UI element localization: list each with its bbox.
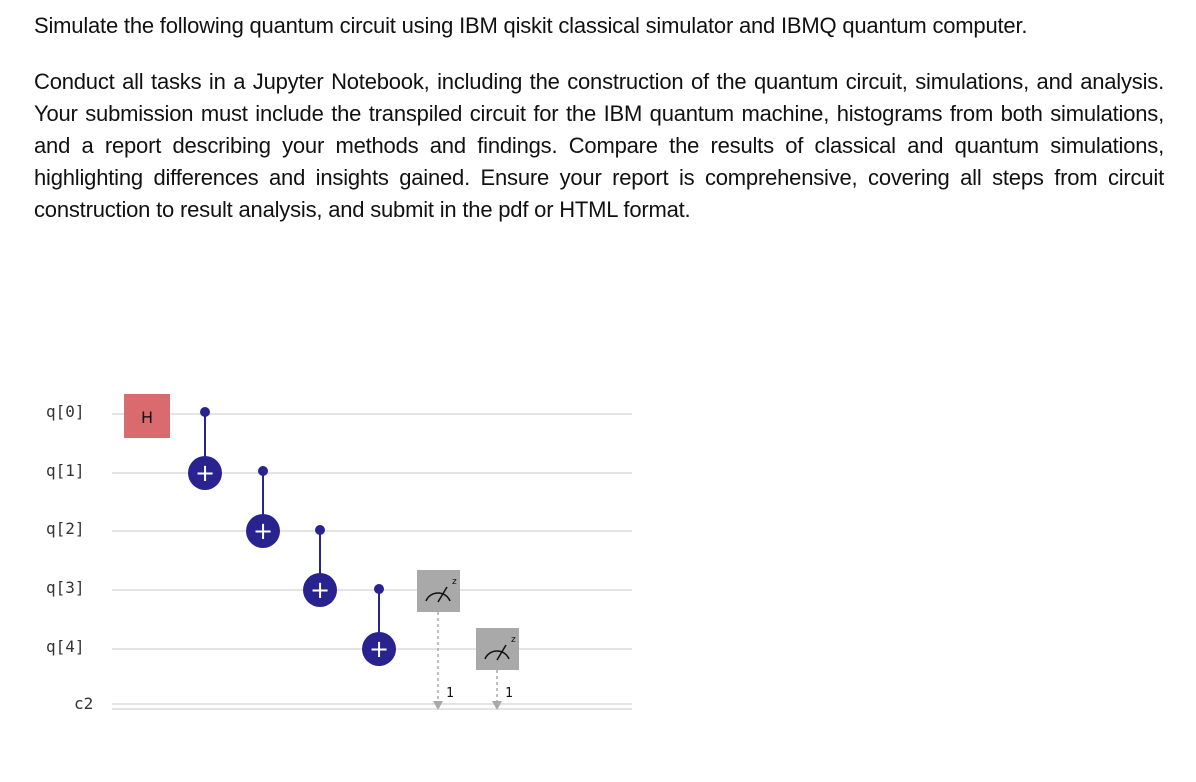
- cnot-target-symbol: +: [253, 517, 273, 545]
- cnot-control-dot: [258, 466, 268, 476]
- cnot-target-symbol: +: [195, 459, 215, 487]
- measure-gate-q4: z 1: [476, 628, 519, 710]
- meter-icon: [484, 650, 510, 660]
- qubit-label-q0: q[0]: [46, 402, 85, 421]
- classical-bit-index: 1: [446, 686, 454, 701]
- cnot-target: [188, 456, 222, 490]
- cnot-control-dot: [374, 584, 384, 594]
- measure-basis-label: z: [452, 577, 457, 587]
- classical-bit-index: 1: [505, 686, 513, 701]
- qubit-label-q3: q[3]: [46, 578, 85, 597]
- cnot-gate-q1-q2: +: [246, 466, 280, 548]
- qubit-label-q2: q[2]: [46, 519, 85, 538]
- prompt-paragraph-1: Simulate the following quantum circuit u…: [34, 13, 1028, 38]
- classical-register-label: c2: [74, 694, 94, 713]
- cnot-target-symbol: +: [310, 576, 330, 604]
- prompt-paragraph-2: Conduct all tasks in a Jupyter Notebook,…: [34, 69, 1164, 222]
- meter-icon: [425, 592, 451, 602]
- qubit-label-q4: q[4]: [46, 637, 85, 656]
- cnot-gate-q3-q4: +: [362, 584, 396, 666]
- cnot-gate-q2-q3: +: [303, 525, 337, 607]
- cnot-target: [362, 632, 396, 666]
- measure-arrow: [492, 701, 502, 710]
- measure-gate-q3: z 1: [417, 570, 460, 710]
- qubit-label-q1: q[1]: [46, 461, 85, 480]
- cnot-control-dot: [200, 407, 210, 417]
- measure-basis-label: z: [511, 635, 516, 645]
- hadamard-gate-label: H: [141, 408, 153, 427]
- hadamard-gate: [124, 394, 170, 438]
- cnot-target-symbol: +: [369, 635, 389, 663]
- cnot-gate-q0-q1: +: [188, 407, 222, 490]
- cnot-target: [303, 573, 337, 607]
- assignment-prompt: Simulate the following quantum circuit u…: [34, 10, 1164, 226]
- cnot-control-dot: [315, 525, 325, 535]
- measure-arrow: [433, 701, 443, 710]
- cnot-target: [246, 514, 280, 548]
